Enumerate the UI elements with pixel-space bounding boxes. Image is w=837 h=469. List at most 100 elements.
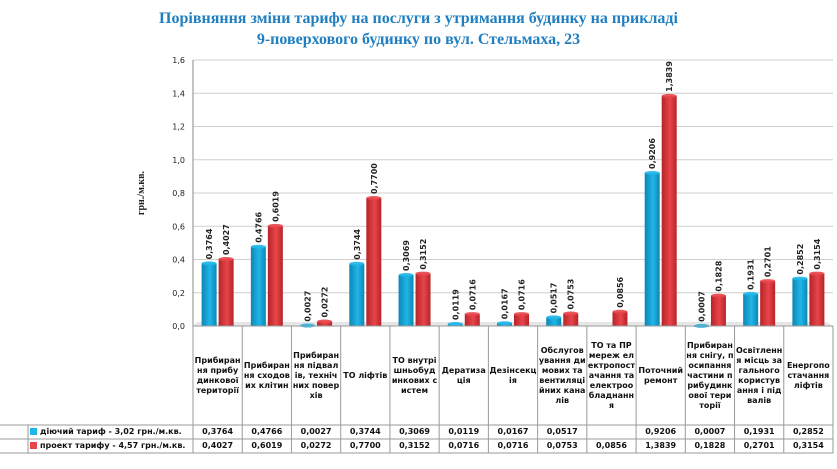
table-value: 0,2701	[743, 441, 775, 450]
value-label-s2-12: 0,2701	[764, 246, 773, 277]
value-label-s1-7: 0,0167	[501, 288, 510, 319]
table-value: 0,0272	[300, 441, 332, 450]
bar-top-s1-12	[743, 291, 759, 296]
y-tick-label: 1,2	[172, 123, 185, 132]
table-value: 0,1828	[694, 441, 726, 450]
bar-s1-1	[201, 263, 217, 326]
category-label: Обслуговування димових та вентиляційних …	[538, 346, 586, 405]
bar-top-s2-4	[366, 195, 382, 200]
bar-s1-4	[349, 263, 365, 326]
bar-s2-13	[809, 273, 825, 326]
legend-key-swatch	[30, 442, 37, 449]
bar-top-s1-13	[792, 276, 808, 281]
value-label-s1-12: 0,1931	[747, 259, 756, 290]
bar-top-s1-7	[497, 321, 512, 326]
y-tick-label: 0,8	[172, 189, 185, 198]
category-label: ТО внутрішньобудинкових систем	[391, 356, 438, 395]
bar-s1-10	[644, 172, 660, 326]
category-label: Дератизація	[441, 366, 486, 385]
value-label-s2-1: 0,4027	[222, 224, 231, 255]
bar-s2-6	[464, 314, 480, 326]
value-label-s1-4: 0,3744	[353, 228, 362, 259]
bar-top-s1-4	[349, 261, 365, 266]
bar-top-s2-2	[267, 223, 283, 228]
category-label: ТО та ПР мереж електропостачання та елек…	[587, 341, 636, 410]
bar-top-s1-6	[447, 322, 463, 327]
table-value: 0,9206	[645, 427, 677, 436]
bar-s2-4	[366, 197, 382, 326]
bar-top-s1-5	[398, 272, 414, 277]
table-value: 1,3839	[645, 441, 677, 450]
category-label: Прибирання снігу, посипання частини приб…	[686, 341, 734, 410]
value-label-s1-11: 0,0007	[697, 291, 706, 322]
category-label: Енергопостачання ліфтів	[786, 361, 830, 390]
chart-title-line-2: 9-поверхового будинку по вул. Стельмаха,…	[256, 31, 581, 48]
bar-top-s2-9	[612, 309, 628, 314]
table-value: 0,3154	[792, 441, 824, 450]
table-value: 0,0716	[448, 441, 480, 450]
category-label: Прибирання підвалів, технічних поверхів	[292, 351, 340, 400]
value-label-s1-2: 0,4766	[254, 211, 263, 242]
bar-s1-5	[398, 274, 414, 326]
bar-top-s2-7	[514, 312, 529, 317]
value-label-s1-6: 0,0119	[451, 289, 460, 320]
y-tick-label: 0,0	[172, 322, 185, 331]
table-value: 0,4027	[202, 441, 234, 450]
legend-entry: діючий тариф - 3,02 грн./м.кв.	[30, 425, 192, 439]
table-value: 0,3152	[399, 441, 430, 450]
bar-s2-1	[218, 259, 234, 326]
legend-label: проект тарифу - 4,57 грн./м.кв.	[40, 441, 186, 450]
value-label-s2-9: 0,0856	[616, 276, 625, 307]
bar-top-s2-10	[661, 93, 677, 98]
value-label-s2-6: 0,0716	[468, 279, 477, 310]
bar-s2-11	[710, 295, 726, 326]
bar-s2-7	[514, 314, 529, 326]
bar-s2-8	[563, 313, 579, 326]
y-tick-label: 1,4	[172, 89, 185, 98]
table-value: 0,4766	[251, 427, 283, 436]
bar-top-s2-1	[218, 257, 234, 262]
chart-floor	[193, 322, 833, 326]
y-tick-label: 1,6	[172, 56, 185, 65]
bar-s2-12	[760, 281, 776, 326]
bar-s2-9	[612, 311, 628, 326]
bar-s2-5	[415, 273, 431, 326]
chart-title-line-1: Порівняння зміни тарифу на послуги з утр…	[159, 10, 678, 27]
y-tick-label: 0,2	[172, 289, 185, 298]
value-label-s2-5: 0,3152	[419, 239, 428, 270]
table-value: 0,3744	[349, 427, 381, 436]
value-label-s2-13: 0,3154	[813, 238, 822, 269]
category-label: ТО ліфтів	[343, 371, 388, 380]
table-value: 0,1931	[743, 427, 775, 436]
table-value: 0,0007	[694, 427, 726, 436]
value-label-s2-11: 0,1828	[714, 260, 723, 291]
value-label-s1-10: 0,9206	[648, 138, 657, 169]
table-value	[587, 425, 636, 439]
legend-key-swatch	[30, 428, 37, 435]
value-label-s2-7: 0,0716	[518, 279, 527, 310]
table-value: 0,0716	[497, 441, 529, 450]
bar-top-s2-13	[809, 271, 825, 276]
y-axis-label: грн./м.кв.	[136, 170, 147, 215]
bar-s1-8	[546, 317, 562, 326]
category-label: Прибирання прибудинкової території	[194, 356, 241, 395]
value-label-s1-13: 0,2852	[796, 244, 805, 275]
value-label-s1-3: 0,0027	[304, 291, 313, 322]
y-tick-label: 0,4	[172, 256, 185, 265]
bar-top-s2-3	[317, 319, 333, 324]
bar-top-s1-1	[201, 261, 217, 266]
table-value: 0,7700	[349, 441, 381, 450]
category-label: Освітлення місць загального користування…	[735, 346, 783, 405]
bar-top-s1-2	[250, 244, 266, 249]
table-value: 0,0027	[300, 427, 332, 436]
bar-s2-2	[267, 225, 283, 326]
bar-s1-2	[250, 246, 266, 326]
bar-top-s2-5	[415, 271, 431, 276]
value-label-s1-1: 0,3764	[205, 228, 214, 259]
table-value: 0,3764	[202, 427, 234, 436]
bar-s1-12	[743, 293, 759, 326]
bar-top-s1-8	[546, 315, 562, 320]
table-value: 0,6019	[251, 441, 283, 450]
